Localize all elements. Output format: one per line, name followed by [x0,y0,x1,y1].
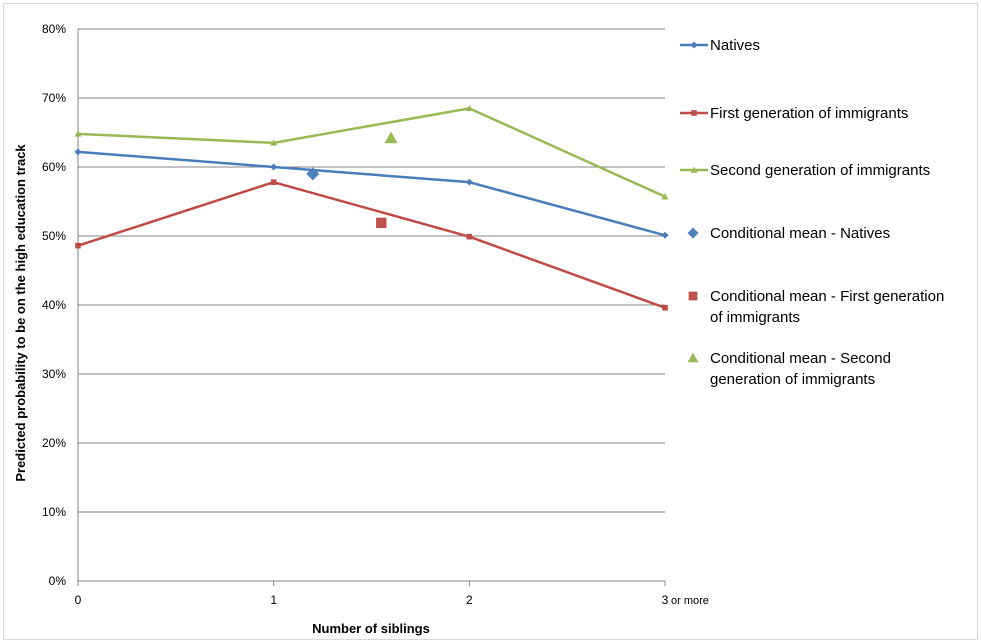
series-4 [376,217,387,229]
legend-marker [687,352,699,363]
chart-frame [3,3,978,640]
series-3 [306,167,320,181]
y-tick-label: 0% [49,574,67,588]
legend-label: Conditional mean - Second generation of i… [710,350,891,388]
series-group [74,104,669,311]
legend-marker [691,110,697,116]
x-tick-label: 0 [75,593,82,607]
x-axis-title: Number of siblings [312,621,430,636]
y-tick-label: 50% [42,229,66,243]
series-line [77,150,666,237]
x-tick-label: 1 [270,593,277,607]
conditional-mean-point [384,131,398,144]
series-line [77,107,666,198]
legend-marker [688,291,698,301]
legend-marker [690,166,698,173]
data-point [662,304,668,311]
data-point [270,179,277,185]
legend-label: First generation of immigrants [710,105,908,122]
x-tick-suffix: or more [671,595,709,607]
data-point [270,139,278,146]
legend-item-1: First generation of immigrants [680,105,908,122]
data-point [465,104,473,112]
conditional-mean-point [306,167,320,181]
series-5 [384,131,398,144]
series-2 [74,104,669,200]
legend-label: Conditional mean - Natives [710,225,890,242]
gridlines [77,28,665,582]
data-point [270,163,278,171]
legend-item-0: Natives [680,37,760,54]
legend-item-4: Conditional mean - First generation of im… [688,288,944,326]
y-tick-label: 60% [42,160,66,174]
x-tick-label: 3 [662,593,669,607]
data-point [74,148,82,156]
data-point [661,231,669,239]
series-line [77,180,666,309]
data-point [661,193,669,200]
legend-item-2: Second generation of immigrants [680,162,930,179]
legend: Natives First generation of immigrants Sec… [680,37,944,388]
legend-item-5: Conditional mean - Second generation of i… [687,350,891,388]
series-1 [75,179,668,311]
legend-item-3: Conditional mean - Natives [687,225,890,242]
y-axis-ticks: 0% 10% 20% 30% 40% 50% 60% 70% 80% [42,22,66,588]
data-point [465,178,473,186]
legend-label: Second generation of immigrants [710,162,930,179]
data-point [466,233,473,240]
y-tick-label: 80% [42,22,66,36]
series-0 [74,148,669,239]
legend-label: Natives [710,37,760,54]
legend-marker [690,41,698,49]
y-tick-label: 10% [42,505,66,519]
y-tick-label: 30% [42,367,66,381]
conditional-mean-point [376,217,387,229]
legend-marker [687,227,699,239]
y-tick-label: 20% [42,436,66,450]
y-tick-label: 40% [42,298,66,312]
y-axis-title: Predicted probability to be on the high … [13,144,28,482]
y-tick-label: 70% [42,91,66,105]
x-axis-ticks: 0 1 2 3 or more [75,581,709,607]
data-point [74,130,82,137]
legend-label: Conditional mean - First generation of im… [710,288,944,326]
data-point [75,242,81,249]
x-tick-label: 2 [466,593,473,607]
